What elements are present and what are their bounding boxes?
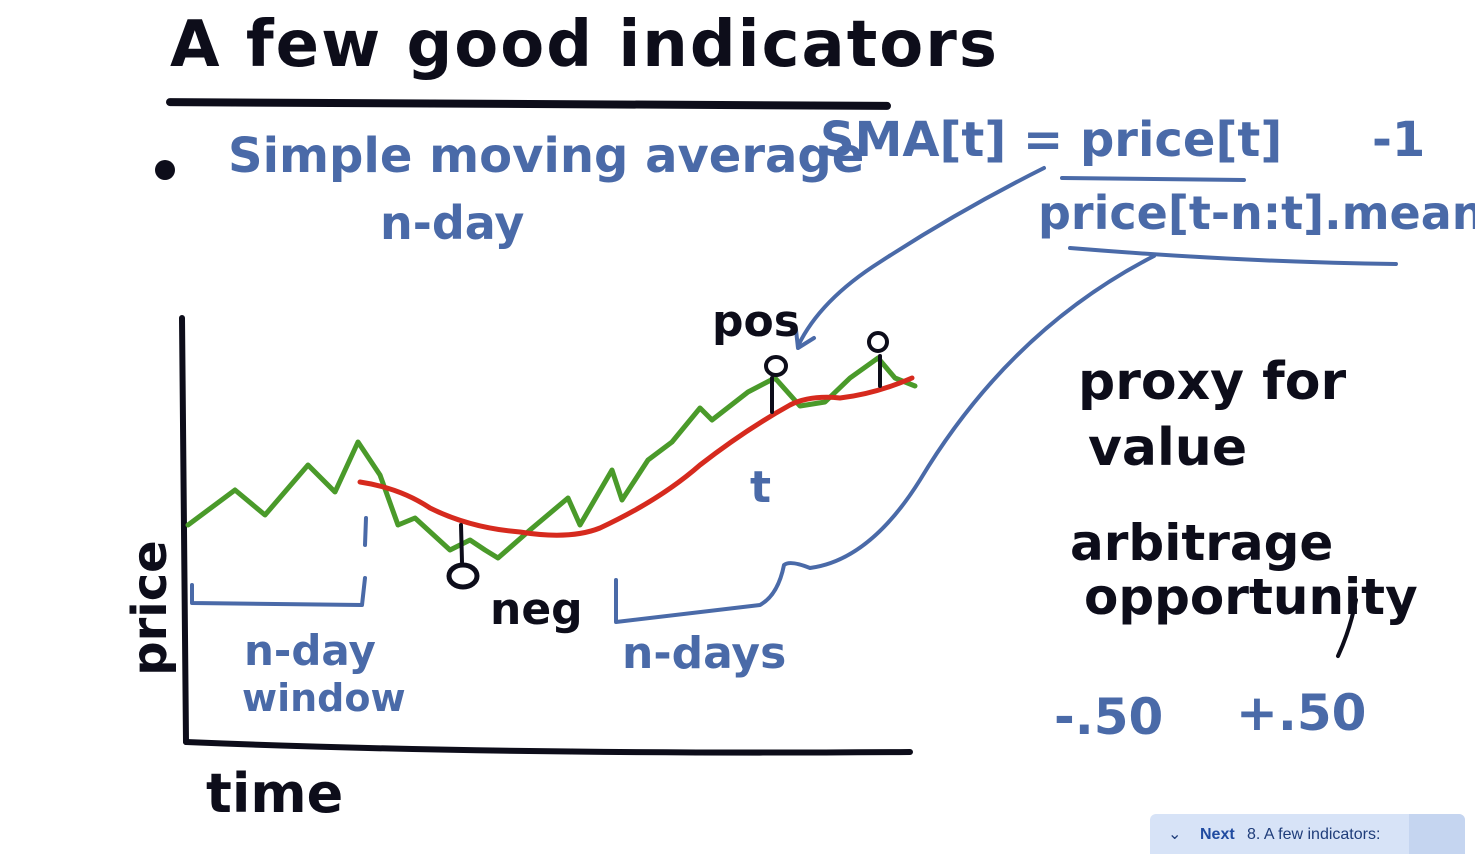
nday-note: n-day <box>380 196 525 250</box>
bullet-sma-text: Simple moving average <box>228 128 865 184</box>
page-title: A few good indicators <box>170 8 999 82</box>
neg-marker-stem <box>459 523 464 564</box>
formula-numerator: SMA[t] = price[t] <box>820 112 1283 168</box>
price-line <box>185 355 918 561</box>
next-lesson-title[interactable]: 8. A few indicators: <box>1247 826 1381 843</box>
window-start-tick <box>363 516 368 547</box>
bullet-dot <box>155 160 175 180</box>
proxy-note-line2: value <box>1088 418 1248 478</box>
formula-fraction-bar <box>1068 246 1398 266</box>
numerator-pointer <box>796 166 1046 348</box>
n-day-window-label-line2: window <box>242 676 406 720</box>
next-lesson-bar[interactable]: ⌄ Next 8. A few indicators: <box>1150 814 1465 854</box>
numerator-pointer-head <box>794 328 816 350</box>
n-day-window-label-line1: n-day <box>244 626 376 675</box>
y-axis-label: price <box>121 540 178 676</box>
pos2-marker-circle <box>867 331 889 353</box>
n-days-label: n-days <box>622 628 787 679</box>
arbitrage-tail <box>1336 598 1358 658</box>
arbitrage-note-line2: opportunity <box>1084 568 1418 626</box>
formula-denominator: price[t-n:t].mean() <box>1038 186 1475 240</box>
proxy-note-line1: proxy for <box>1078 352 1347 412</box>
pos-marker-circle <box>764 355 788 377</box>
n-day-window-bracket <box>190 576 367 607</box>
x-axis <box>183 739 913 756</box>
n-days-bracket <box>614 254 1156 624</box>
range-low-value: -.50 <box>1054 688 1164 746</box>
sma-line <box>357 375 915 538</box>
y-axis <box>179 315 189 745</box>
t-label: t <box>750 462 772 513</box>
neg-marker-circle <box>446 562 480 590</box>
range-high-value: +.50 <box>1236 684 1367 742</box>
x-axis-label: time <box>206 762 344 825</box>
next-bar-side-panel[interactable] <box>1409 814 1465 854</box>
neg-label: neg <box>490 584 583 635</box>
formula-numerator-underline <box>1060 176 1246 182</box>
next-label[interactable]: Next <box>1200 826 1235 843</box>
arbitrage-note-line1: arbitrage <box>1070 514 1334 572</box>
formula-minus-one: -1 <box>1372 112 1426 168</box>
pos-label: pos <box>712 296 800 347</box>
chevron-down-icon[interactable]: ⌄ <box>1168 824 1182 843</box>
